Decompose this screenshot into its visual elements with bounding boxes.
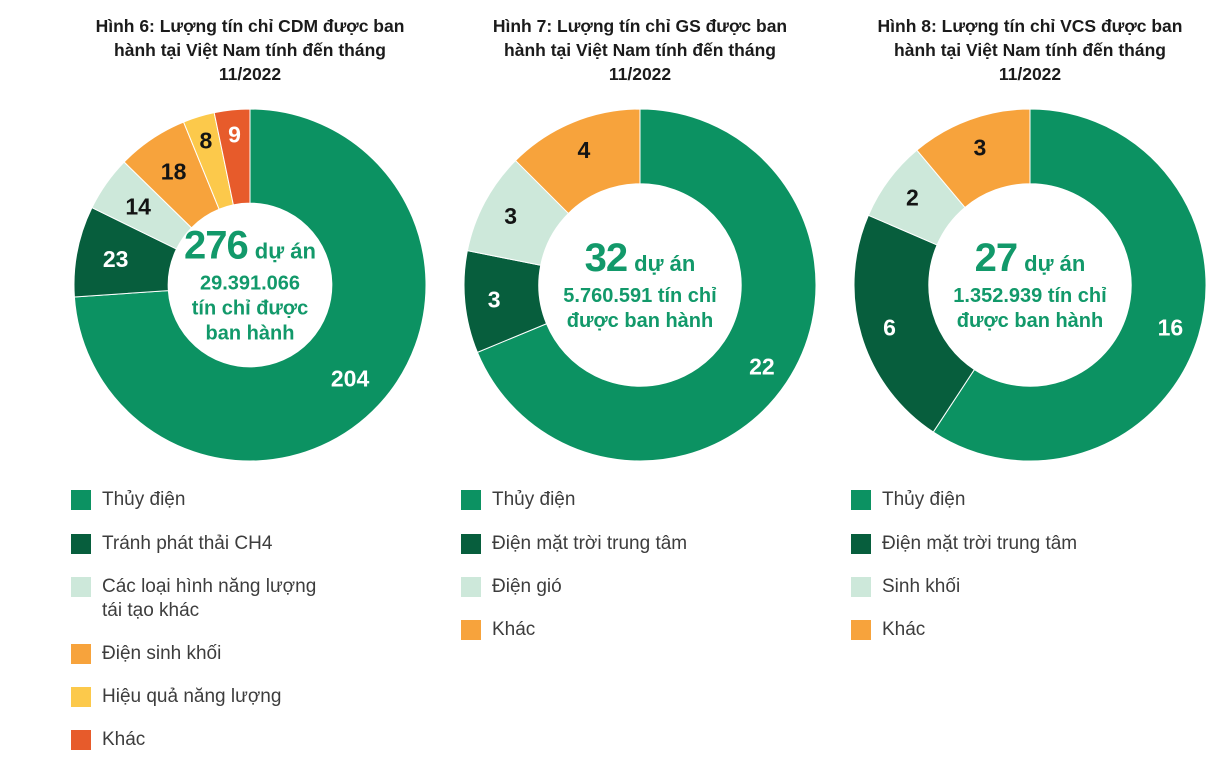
legend-swatch (71, 576, 91, 597)
legend-swatch (71, 533, 91, 554)
slice-value-label: 4 (578, 137, 591, 163)
chart-column-2: Hình 7: Lượng tín chỉ GS được ban hành t… (445, 14, 835, 762)
donut-chart-wrapper: 16 6 2 3 27 dự án 1.352.939 tín chỉ được ba… (851, 106, 1209, 464)
legend-swatch (71, 643, 91, 664)
legend-item: Điện sinh khối (71, 642, 445, 666)
projects-count-row: 276 dự án (172, 224, 328, 269)
chart-title: Hình 6: Lượng tín chỉ CDM được ban hành … (95, 16, 405, 85)
legend-item: Điện mặt trời trung tâm (461, 532, 835, 556)
projects-count-row: 32 dự án (543, 236, 737, 281)
slice-value-label: 3 (488, 287, 501, 313)
legend-label: Thủy điện (882, 489, 966, 511)
legend-item: Hiệu quả năng lượng (71, 685, 445, 709)
legend-label: Điện mặt trời trung tâm (492, 532, 688, 554)
donut-slice (853, 215, 976, 434)
donut-slice (916, 108, 1031, 209)
legend-swatch (461, 490, 481, 511)
legend-label: Điện gió (492, 575, 562, 597)
legend: Thủy điện Điện mặt trời trung tâm Sinh khố… (835, 488, 1225, 642)
legend-swatch (851, 490, 871, 511)
donut-center-label: 276 dự án 29.391.066 tín chỉ được ban hà… (172, 224, 328, 347)
slice-value-label: 6 (883, 315, 896, 341)
legend-swatch (851, 576, 871, 597)
slice-value-label: 3 (973, 135, 986, 161)
slice-value-label: 23 (103, 246, 129, 272)
legend: Thủy điện Tránh phát thải CH4 Các loại hìn… (55, 488, 445, 752)
legend-item: Sinh khối (851, 575, 1225, 599)
slice-value-label: 3 (504, 204, 517, 230)
projects-count: 276 (184, 223, 249, 268)
legend-swatch (71, 730, 91, 751)
donut-slice (213, 108, 251, 206)
legend-item: Khác (461, 618, 835, 642)
credits-issued-text: 29.391.066 tín chỉ được ban hành (191, 272, 309, 345)
donut-slice (73, 108, 427, 462)
legend-label: Điện mặt trời trung tâm (882, 532, 1078, 554)
projects-suffix: dự án (634, 251, 696, 277)
donut-center-label: 27 dự án 1.352.939 tín chỉ được ban hành (933, 236, 1127, 334)
legend-label: Thủy điện (492, 489, 576, 511)
slice-value-label: 204 (331, 366, 370, 392)
slice-value-label: 9 (228, 122, 241, 148)
credits-issued-text: 5.760.591 tín chỉ được ban hành (563, 285, 717, 333)
slice-value-label: 2 (906, 185, 919, 211)
donut-chart: 204 23 14 18 8 9 (73, 108, 427, 462)
legend-item: Điện mặt trời trung tâm (851, 532, 1225, 556)
legend-item: Thủy điện (461, 488, 835, 512)
legend-swatch (461, 576, 481, 597)
legend: Thủy điện Điện mặt trời trung tâm Điện gió… (445, 488, 835, 642)
donut-slice (514, 108, 641, 215)
slice-value-label: 8 (199, 128, 212, 154)
legend-swatch (461, 619, 481, 640)
legend-label: Hiệu quả năng lượng (102, 686, 282, 708)
slice-value-label: 14 (125, 194, 151, 220)
legend-item: Điện gió (461, 575, 835, 599)
legend-item: Tránh phát thải CH4 (71, 532, 445, 556)
slice-value-label: 22 (749, 354, 775, 380)
legend-label: Điện sinh khối (102, 642, 222, 664)
projects-count: 32 (584, 236, 628, 281)
legend-label: Khác (882, 618, 926, 640)
legend-swatch (851, 619, 871, 640)
projects-suffix: dự án (254, 238, 316, 264)
legend-label: Khác (102, 729, 146, 751)
credits-issued-text: 1.352.939 tín chỉ được ban hành (953, 285, 1107, 333)
chart-column-1: Hình 6: Lượng tín chỉ CDM được ban hành … (55, 14, 445, 762)
legend-label: Thủy điện (102, 489, 186, 511)
donut-slice (476, 108, 817, 462)
legend-swatch (851, 533, 871, 554)
donut-chart: 22 3 3 4 (463, 108, 817, 462)
legend-swatch (71, 687, 91, 708)
donut-slice (932, 108, 1207, 462)
projects-count: 27 (974, 236, 1018, 281)
donut-center-label: 32 dự án 5.760.591 tín chỉ được ban hành (543, 236, 737, 334)
projects-suffix: dự án (1024, 251, 1086, 277)
donut-chart: 16 6 2 3 (853, 108, 1207, 462)
legend-swatch (71, 490, 91, 511)
legend-label: Các loại hình năng lượng tái tạo khác (102, 575, 317, 621)
legend-item: Khác (71, 728, 445, 752)
donut-chart-wrapper: 204 23 14 18 8 9 276 dự án 29.391.066 tín chỉ… (71, 106, 429, 464)
legend-item: Thủy điện (851, 488, 1225, 512)
projects-count-row: 27 dự án (933, 236, 1127, 281)
legend-label: Khác (492, 618, 536, 640)
legend-item: Thủy điện (71, 488, 445, 512)
legend-label: Tránh phát thải CH4 (102, 532, 273, 554)
slice-value-label: 18 (161, 159, 187, 185)
legend-item: Khác (851, 618, 1225, 642)
donut-chart-wrapper: 22 3 3 4 32 dự án 5.760.591 tín chỉ được ba… (461, 106, 819, 464)
legend-item: Các loại hình năng lượng tái tạo khác (71, 575, 445, 623)
slice-value-label: 16 (1158, 315, 1184, 341)
legend-swatch (461, 533, 481, 554)
legend-label: Sinh khối (882, 575, 961, 597)
chart-title: Hình 7: Lượng tín chỉ GS được ban hành t… (492, 16, 788, 85)
chart-column-3: Hình 8: Lượng tín chỉ VCS được ban hành … (835, 14, 1225, 762)
chart-title: Hình 8: Lượng tín chỉ VCS được ban hành … (877, 16, 1183, 85)
